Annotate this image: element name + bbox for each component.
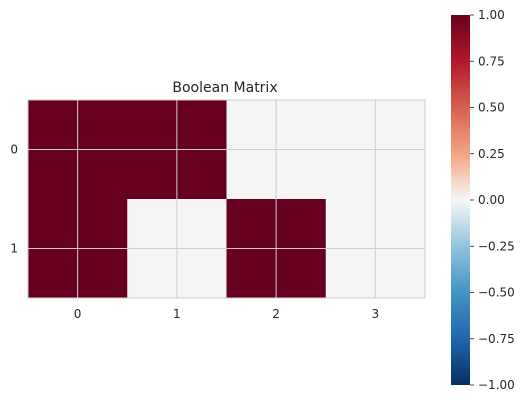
colorbar-tick-label: 1.00 <box>478 8 505 22</box>
heatmap-cell <box>276 248 327 299</box>
x-tick-label: 2 <box>272 307 280 321</box>
grid-lines <box>27 99 426 299</box>
heatmap-cell <box>375 100 426 150</box>
x-tick-label: 3 <box>372 307 380 321</box>
y-tick-label: 1 <box>10 242 18 256</box>
heatmap-cell <box>176 248 227 299</box>
heatmap-cell <box>226 248 277 299</box>
x-axis-ticks: 0 1 2 3 <box>74 307 379 321</box>
heatmap-cell <box>375 149 426 200</box>
colorbar-ticks: 1.00 0.75 0.50 0.25 0.00 −0.25 −0.50 −0.75 −1.00 <box>470 8 515 392</box>
heatmap-cell <box>77 100 128 150</box>
heatmap-cell <box>375 199 426 249</box>
colorbar-tick-label: 0.75 <box>478 54 505 68</box>
axes-frame <box>27 99 426 299</box>
heatmap-cell <box>226 199 277 249</box>
x-tick-label: 0 <box>74 307 82 321</box>
colorbar <box>451 15 470 385</box>
heatmap-cell <box>77 248 128 299</box>
colorbar-tick-label: −1.00 <box>478 378 515 392</box>
heatmap-cell <box>28 199 79 249</box>
heatmap-cell <box>276 199 327 249</box>
y-tick-label: 0 <box>10 143 18 157</box>
heatmap-cell <box>325 199 376 249</box>
heatmap-cell <box>28 100 79 150</box>
heatmap-cell <box>176 100 227 150</box>
heatmap-cell <box>28 248 79 299</box>
heatmap-cell <box>176 149 227 200</box>
heatmap-cell <box>325 248 376 299</box>
heatmap-cell <box>276 100 327 150</box>
colorbar-tick-label: −0.50 <box>478 286 515 300</box>
heatmap-cell <box>325 149 376 200</box>
heatmap-cell <box>77 199 128 249</box>
heatmap-cell <box>375 248 426 299</box>
heatmap-cell <box>226 100 277 150</box>
colorbar-tick-label: 0.50 <box>478 101 505 115</box>
colorbar-tick-label: 0.25 <box>478 147 505 161</box>
colorbar-tick-label: −0.75 <box>478 332 515 346</box>
heatmap-cell <box>28 149 79 200</box>
heatmap-cell <box>226 149 277 200</box>
heatmap-cell <box>276 149 327 200</box>
heatmap-cell <box>127 149 178 200</box>
x-tick-label: 1 <box>173 307 181 321</box>
y-axis-ticks: 01 <box>10 143 18 256</box>
colorbar-tick-label: 0.00 <box>478 193 505 207</box>
heatmap-cell <box>176 199 227 249</box>
heatmap-cell <box>325 100 376 150</box>
heatmap-cell <box>77 149 128 200</box>
heatmap-cells <box>28 100 426 299</box>
heatmap-cell <box>127 100 178 150</box>
colorbar-tick-label: −0.25 <box>478 239 515 253</box>
chart-title: Boolean Matrix <box>172 80 277 96</box>
heatmap-cell <box>127 199 178 249</box>
heatmap-cell <box>127 248 178 299</box>
